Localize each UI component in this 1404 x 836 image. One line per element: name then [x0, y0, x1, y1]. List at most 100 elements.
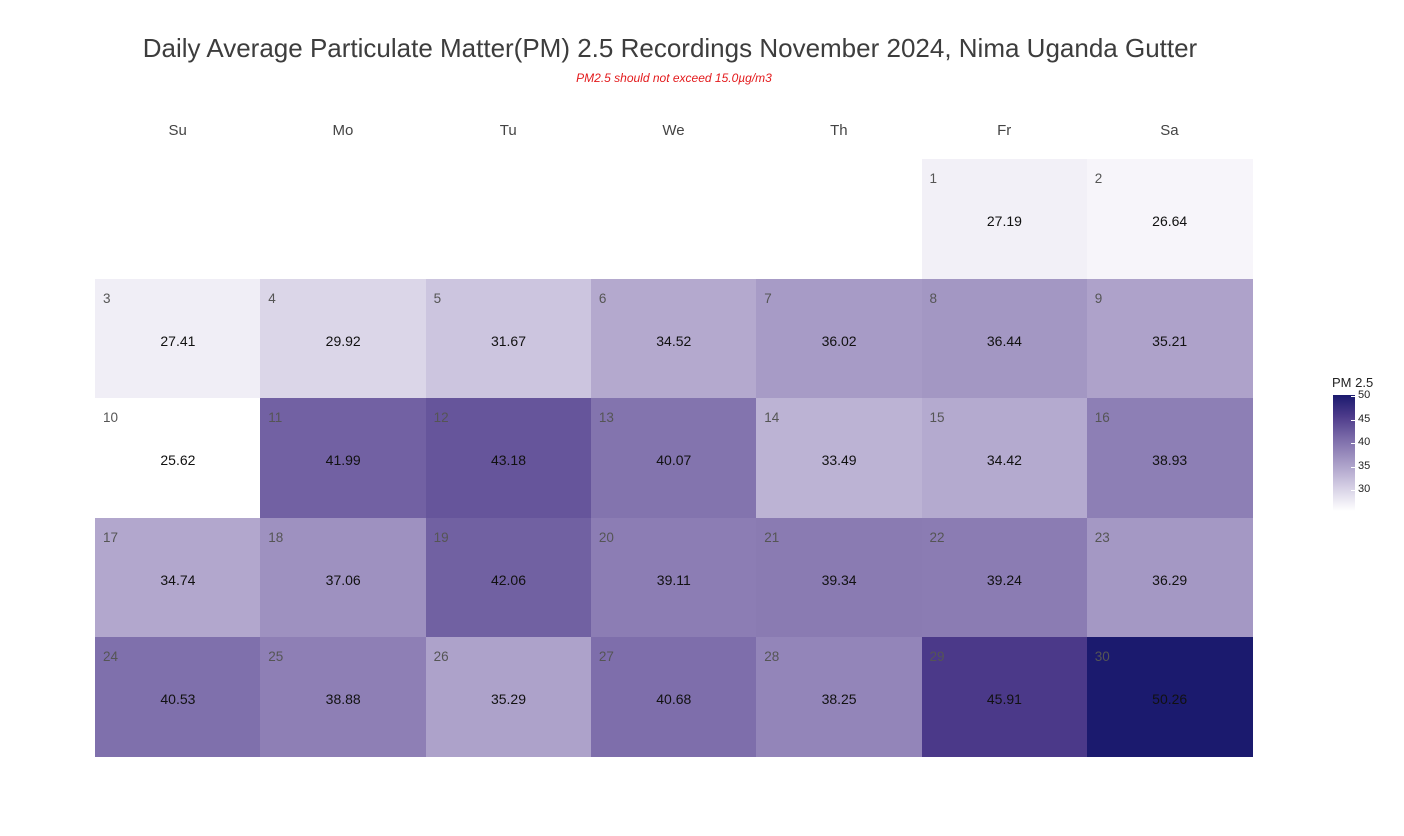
day-number: 14 — [764, 410, 780, 426]
calendar-day-cell: 10 25.62 — [95, 398, 261, 519]
calendar-day-cell: 12 43.18 — [425, 398, 592, 519]
pm25-value-label: 38.88 — [325, 691, 361, 708]
calendar-day-cell: 2 26.64 — [1086, 159, 1253, 280]
day-number: 12 — [433, 410, 449, 426]
legend-tick-label: 35 — [1358, 459, 1371, 472]
day-number: 16 — [1094, 410, 1110, 426]
day-number: 7 — [764, 290, 772, 306]
calendar-day-cell: 3 27.41 — [95, 278, 261, 399]
day-number: 19 — [433, 529, 449, 545]
calendar-day-cell: 25 38.88 — [260, 637, 427, 758]
day-number: 23 — [1094, 529, 1110, 545]
legend-tick-mark — [1351, 419, 1355, 421]
day-number: 11 — [268, 410, 283, 426]
day-number: 24 — [103, 649, 119, 665]
pm25-value-label: 34.52 — [656, 332, 692, 349]
pm25-value-label: 45.91 — [986, 691, 1022, 708]
pm25-value-label: 39.11 — [656, 571, 691, 588]
legend-tick-mark — [1351, 396, 1355, 398]
legend-tick-mark — [1351, 466, 1355, 468]
day-number: 21 — [764, 529, 780, 545]
calendar-day-cell: 1 27.19 — [921, 159, 1088, 280]
calendar-day-cell: 8 36.44 — [921, 278, 1088, 399]
day-number: 9 — [1094, 290, 1103, 306]
calendar-day-cell: 28 38.25 — [756, 637, 922, 758]
day-number: 26 — [433, 649, 449, 665]
day-number: 8 — [929, 290, 938, 306]
weekday-label: Tu — [499, 122, 517, 139]
pm25-value-label: 38.25 — [821, 691, 857, 708]
calendar-day-cell: 13 40.07 — [590, 398, 757, 519]
pm25-value-label: 31.67 — [490, 332, 527, 349]
day-number: 4 — [268, 290, 276, 306]
day-number: 18 — [268, 529, 284, 545]
calendar-day-cell: 15 34.42 — [921, 398, 1088, 519]
day-number: 20 — [598, 529, 614, 545]
calendar-day-cell: 18 37.06 — [260, 517, 427, 638]
pm25-value-label: 43.18 — [490, 452, 527, 469]
pm25-value-label: 36.02 — [821, 332, 857, 349]
legend-tick-label: 50 — [1358, 389, 1371, 402]
chart-title: Daily Average Particulate Matter(PM) 2.5… — [142, 33, 1198, 63]
day-number: 27 — [598, 649, 614, 665]
calendar-day-cell: 22 39.24 — [921, 517, 1088, 638]
calendar-day-cell: 16 38.93 — [1086, 398, 1253, 519]
pm25-value-label: 39.24 — [986, 571, 1022, 588]
legend-tick-mark — [1351, 443, 1355, 445]
day-number: 3 — [103, 290, 111, 306]
pm25-value-label: 40.53 — [160, 691, 196, 708]
day-number: 30 — [1094, 649, 1110, 665]
legend-colorbar — [1333, 395, 1355, 511]
weekday-label: Sa — [1160, 122, 1179, 139]
calendar-day-cell: 27 40.68 — [590, 637, 757, 758]
day-number: 28 — [764, 649, 780, 665]
calendar-day-cell: 23 36.29 — [1086, 517, 1253, 638]
pm25-value-label: 36.29 — [1152, 571, 1188, 588]
chart-subtitle: PM2.5 should not exceed 15.0µg/m3 — [576, 71, 772, 85]
pm25-value-label: 50.26 — [1152, 691, 1188, 708]
day-number: 10 — [103, 410, 119, 426]
pm25-value-label: 39.34 — [821, 571, 857, 588]
pm25-value-label: 25.62 — [160, 452, 196, 469]
weekday-label: Su — [168, 122, 187, 139]
pm25-value-label: 33.49 — [821, 452, 857, 469]
pm25-value-label: 27.19 — [986, 213, 1022, 229]
pm25-value-label: 34.42 — [986, 452, 1022, 469]
calendar-day-cell: 19 42.06 — [425, 517, 592, 638]
pm25-value-label: 34.74 — [160, 571, 196, 588]
calendar-day-cell: 5 31.67 — [425, 278, 592, 399]
day-number: 25 — [268, 649, 284, 665]
pm25-value-label: 40.07 — [656, 452, 692, 469]
pm25-value-label: 35.21 — [1152, 332, 1188, 349]
pm25-value-label: 26.64 — [1152, 213, 1188, 229]
calendar-day-cell: 7 36.02 — [756, 278, 922, 399]
calendar-day-cell: 21 39.34 — [756, 517, 922, 638]
weekday-label: Th — [830, 122, 848, 139]
day-number: 29 — [929, 649, 945, 665]
calendar-day-cell: 4 29.92 — [260, 278, 427, 399]
calendar-day-cell: 20 39.11 — [590, 517, 757, 638]
calendar-day-cell: 14 33.49 — [756, 398, 922, 519]
day-number: 17 — [103, 529, 119, 545]
calendar-day-cell: 24 40.53 — [95, 637, 261, 758]
day-number: 15 — [929, 410, 945, 426]
pm25-value-label: 35.29 — [490, 691, 527, 708]
calendar-day-cell: 9 35.21 — [1086, 278, 1253, 399]
pm25-value-label: 29.92 — [325, 332, 361, 349]
weekday-label: Mo — [332, 122, 354, 139]
calendar-day-cell: 30 50.26 — [1086, 637, 1253, 758]
calendar-day-cell: 29 45.91 — [921, 637, 1088, 758]
legend-tick-label: 45 — [1358, 412, 1371, 425]
day-number: 22 — [929, 529, 945, 545]
pm25-value-label: 27.41 — [160, 332, 196, 349]
pm25-value-label: 42.06 — [490, 571, 527, 588]
pm25-value-label: 40.68 — [656, 691, 692, 708]
calendar-day-cell: 26 35.29 — [425, 637, 592, 758]
legend-tick-label: 40 — [1358, 436, 1371, 449]
legend-tick-mark — [1351, 490, 1355, 492]
pm25-value-label: 36.44 — [986, 332, 1022, 349]
pm25-value-label: 38.93 — [1152, 452, 1188, 469]
legend-tick-label: 30 — [1358, 483, 1371, 496]
pm25-value-label: 41.99 — [325, 452, 361, 469]
legend-title: PM 2.5 — [1332, 375, 1374, 390]
